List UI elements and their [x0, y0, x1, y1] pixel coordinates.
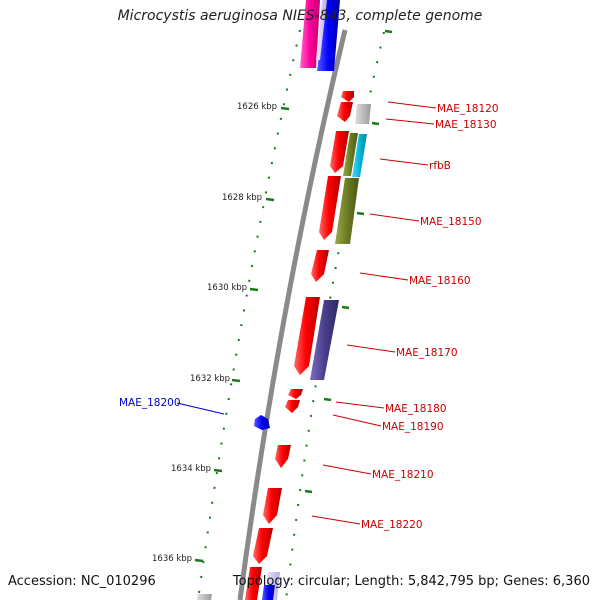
gene-label-mae-18130: MAE_18130	[435, 119, 497, 131]
gene-labels: MAE_18120 MAE_18130 rfbB MAE_18150 MAE_1…	[119, 103, 499, 531]
feature-blue-bottom	[262, 585, 275, 600]
cds-arrow	[294, 297, 320, 375]
feature-grey	[355, 104, 371, 124]
cds-features	[245, 91, 354, 600]
cds-arrow	[337, 102, 353, 122]
cds-arrow	[341, 91, 354, 102]
gene-label-mae-18210: MAE_18210	[372, 469, 434, 481]
gene-label-mae-18120: MAE_18120	[437, 103, 499, 115]
cds-arrow	[245, 567, 262, 600]
feature-purple	[310, 300, 339, 380]
cds-arrow	[288, 389, 303, 399]
gene-label-mae-18190: MAE_18190	[382, 421, 444, 433]
cds-arrow	[319, 176, 341, 240]
cds-arrow	[311, 250, 329, 282]
cds-arrow	[275, 445, 291, 468]
gene-label-mae-18150: MAE_18150	[420, 216, 482, 228]
map-title: Microcystis aeruginosa NIES-843, complet…	[117, 8, 483, 24]
cds-arrow	[285, 400, 300, 413]
cds-arrow	[330, 131, 349, 173]
feature-blue-mae-18200	[254, 415, 270, 430]
cds-arrow	[253, 528, 273, 564]
gene-label-mae-18170: MAE_18170	[396, 347, 458, 359]
tick-label: 1634 kbp	[171, 464, 211, 474]
gene-label-mae-18160: MAE_18160	[409, 275, 471, 287]
cds-arrow	[263, 488, 282, 524]
gene-label-rfbb: rfbB	[429, 160, 451, 172]
feature-lavender-top	[316, 0, 327, 60]
feature-olive	[335, 178, 359, 244]
inner-dotted-ring	[197, 29, 301, 600]
feature-magenta	[300, 0, 320, 68]
gene-label-mae-18180: MAE_18180	[385, 403, 447, 415]
gene-label-mae-18200: MAE_18200	[119, 397, 181, 409]
tick-label: 1632 kbp	[190, 374, 230, 384]
kbp-tick-labels: 1626 kbp 1628 kbp 1630 kbp 1632 kbp 1634…	[152, 102, 277, 564]
tick-label: 1630 kbp	[207, 283, 247, 293]
gene-label-mae-18220: MAE_18220	[361, 519, 423, 531]
genome-backbone	[237, 29, 348, 600]
accession-text: Accession: NC_010296	[8, 574, 156, 589]
tick-label: 1636 kbp	[152, 554, 192, 564]
tick-label: 1626 kbp	[237, 102, 277, 112]
feature-blue-top	[317, 0, 340, 71]
genome-summary-text: Topology: circular; Length: 5,842,795 bp…	[232, 574, 590, 589]
feature-olive-small	[343, 133, 358, 176]
feature-cyan	[352, 134, 367, 177]
tick-label: 1628 kbp	[222, 193, 262, 203]
feature-grey-bottom	[197, 594, 212, 600]
tick-marks	[194, 29, 393, 563]
leader-lines	[176, 101, 437, 525]
